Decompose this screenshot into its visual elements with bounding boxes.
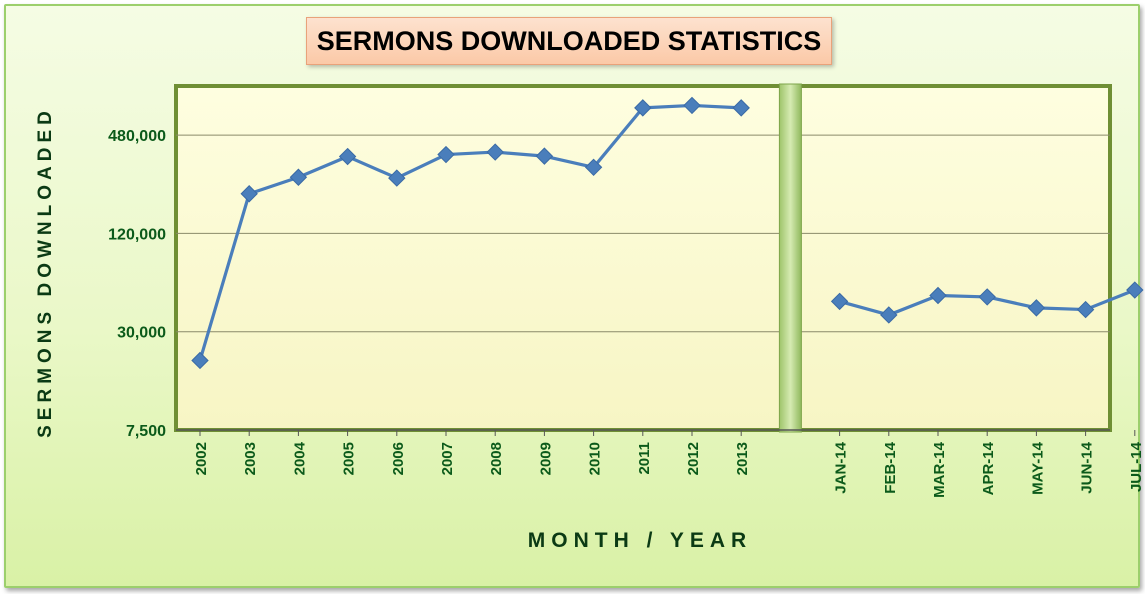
data-point [1126,281,1144,299]
y-tick-label: 480,000 [108,128,166,145]
x-tick-label: 2002 [193,442,210,475]
data-point [634,99,652,117]
data-point [289,168,308,186]
data-point [437,145,455,164]
data-point [929,286,947,305]
x-tick-label: 2009 [537,442,554,475]
x-tick-label: 2011 [636,442,653,475]
x-tick-label: 2013 [734,442,751,475]
chart-title: SERMONS DOWNLOADED STATISTICS [316,25,822,56]
plot-area [174,84,1112,432]
data-point [732,99,750,117]
y-tick-label: 120,000 [108,226,166,243]
y-tick-label: 7,500 [126,423,166,440]
x-tick-label: FEB-14 [882,441,899,493]
data-point [584,158,603,177]
y-tick-label: 30,000 [117,325,166,342]
x-tick-label: 2012 [685,442,702,475]
chart-title-box: SERMONS DOWNLOADED STATISTICS [306,17,832,65]
x-tick-label: 2007 [439,442,456,475]
data-point [338,147,357,166]
x-tick-label: JUL-14 [1128,441,1145,492]
data-point [683,96,701,115]
x-tick-label: JUN-14 [1079,441,1096,493]
x-tick-label: APR-14 [980,441,997,495]
data-point [830,292,849,311]
data-point [1076,300,1095,319]
x-tick-label: MAR-14 [931,441,948,497]
x-tick-label: JAN-14 [833,441,850,493]
x-axis-label: MONTH / YEAR [527,529,753,552]
x-tick-label: 2004 [291,441,308,475]
data-point [486,143,504,161]
segment-separator [778,83,802,433]
data-point [535,147,554,165]
x-tick-label: 2010 [587,442,604,475]
data-point [1027,299,1046,317]
data-point [388,169,406,187]
y-axis-label: SERMONS DOWNLOADED [35,106,56,438]
x-tick-label: MAY-14 [1029,441,1046,494]
x-tick-label: 2005 [341,442,358,475]
x-tick-label: 2006 [390,442,407,475]
data-point [191,351,209,370]
data-point [978,288,996,306]
x-tick-label: 2003 [242,442,259,475]
x-tick-label: 2008 [488,442,505,475]
data-point [880,306,898,324]
data-point [240,185,258,203]
